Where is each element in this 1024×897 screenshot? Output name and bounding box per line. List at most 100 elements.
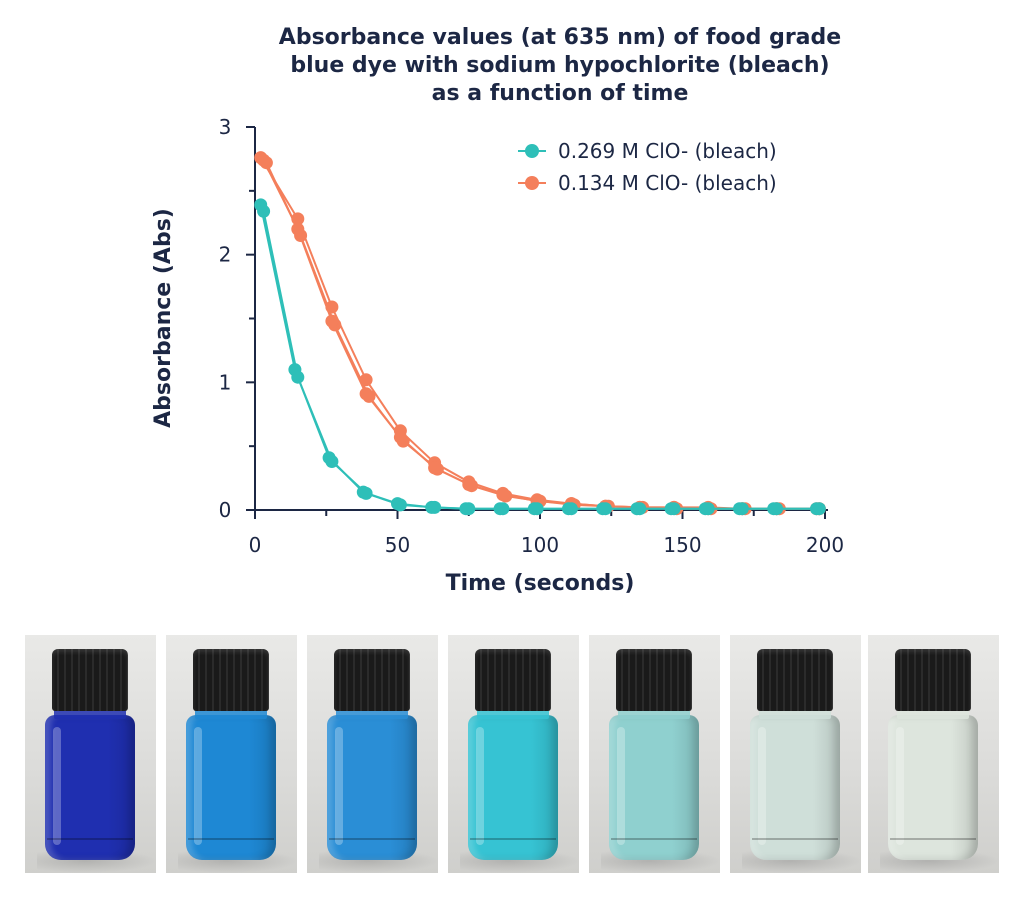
series-0-run-1-line: [262, 211, 820, 510]
series-0-point: [812, 502, 826, 516]
y-tick-label: 1: [219, 370, 232, 394]
vial-photo-7: [868, 635, 999, 873]
series-0-point: [291, 370, 305, 384]
series-1-point: [393, 430, 407, 444]
series-0-point: [770, 502, 784, 516]
vial-cap: [52, 649, 128, 711]
vial-photo-strip: [25, 635, 1000, 873]
vial-neck: [759, 709, 831, 719]
y-tick-label: 2: [219, 243, 232, 267]
chart-title: Absorbance values (at 635 nm) of food gr…: [279, 25, 841, 106]
vial-neck: [195, 709, 267, 719]
x-tick-label: 50: [385, 533, 410, 557]
vial-bottom-line: [611, 838, 697, 840]
chart-title-line-2: blue dye with sodium hypochlorite (bleac…: [290, 53, 829, 78]
vial-cap: [616, 649, 692, 711]
series-1: [254, 151, 826, 516]
y-tick-label: 3: [219, 115, 232, 139]
series-0-point: [667, 502, 681, 516]
series-1-point: [359, 373, 373, 387]
vial-liquid: [750, 715, 840, 860]
series-1-run-1-line: [265, 162, 820, 510]
series-1-point: [359, 387, 373, 401]
vial-cap: [475, 649, 551, 711]
vial-liquid: [888, 715, 978, 860]
vial-neck: [618, 709, 690, 719]
vial-highlight: [335, 727, 343, 845]
series-1-point: [257, 153, 271, 167]
vial-cap: [895, 649, 971, 711]
y-tick-label: 0: [219, 498, 232, 522]
legend-label-1: 0.134 M ClO- (bleach): [558, 171, 777, 195]
series-0-point: [496, 502, 510, 516]
vial-photo-2: [166, 635, 297, 873]
vial-neck: [336, 709, 408, 719]
series-0-point: [325, 455, 339, 468]
series-1-point: [462, 478, 476, 491]
vial-neck: [897, 709, 969, 719]
series-0-point: [599, 502, 612, 516]
series-layer: [254, 151, 826, 516]
series-1-point: [291, 212, 305, 226]
vial-photo-5: [589, 635, 720, 873]
vial-liquid: [327, 715, 417, 860]
series-1-run-0-line: [259, 157, 817, 510]
series-0-point: [359, 486, 373, 500]
legend-marker-teal: [525, 144, 539, 158]
series-0-point: [701, 502, 715, 516]
series-1-run-2-line: [262, 159, 820, 510]
series-0-point: [428, 500, 442, 514]
series-0-point: [735, 502, 749, 516]
series-0: [254, 198, 826, 516]
vial-cap: [193, 649, 269, 711]
legend-label-0: 0.269 M ClO- (bleach): [558, 139, 777, 163]
series-0-point: [530, 502, 544, 516]
vial-highlight: [617, 727, 625, 845]
vial-neck: [477, 709, 549, 719]
series-1-point: [496, 488, 510, 502]
series-1-point: [325, 314, 339, 328]
x-axis-title: Time (seconds): [446, 571, 635, 596]
series-1-point: [428, 461, 442, 475]
series-0-run-0-line: [259, 204, 817, 510]
series-1-point: [325, 300, 339, 314]
vial-bottom-line: [329, 838, 415, 840]
x-tick-label: 100: [521, 533, 559, 557]
vial-bottom-line: [47, 838, 133, 840]
vial-photo-3: [307, 635, 438, 873]
vial-photo-1: [25, 635, 156, 873]
series-0-point: [564, 502, 578, 516]
vial-highlight: [758, 727, 766, 845]
vial-liquid: [45, 715, 135, 860]
x-tick-label: 200: [806, 533, 844, 557]
legend: 0.269 M ClO- (bleach) 0.134 M ClO- (blea…: [518, 139, 777, 195]
vial-liquid: [186, 715, 276, 860]
absorbance-chart: Absorbance values (at 635 nm) of food gr…: [151, 25, 844, 596]
vial-highlight: [194, 727, 202, 845]
vial-cap: [334, 649, 410, 711]
series-0-point: [257, 204, 271, 218]
vial-bottom-line: [188, 838, 274, 840]
x-tick-label: 0: [249, 533, 262, 557]
vial-neck: [54, 709, 126, 719]
series-1-point: [291, 222, 305, 236]
series-0-point: [462, 502, 476, 516]
vial-photo-6: [730, 635, 861, 873]
vial-highlight: [896, 727, 904, 845]
series-0-point: [633, 502, 647, 516]
vial-bottom-line: [752, 838, 838, 840]
chart-title-line-1: Absorbance values (at 635 nm) of food gr…: [279, 25, 841, 50]
vial-cap: [757, 649, 833, 711]
vial-bottom-line: [890, 838, 976, 840]
vial-liquid: [468, 715, 558, 860]
vial-highlight: [53, 727, 61, 845]
vial-bottom-line: [470, 838, 556, 840]
series-0-point: [393, 498, 407, 512]
vial-highlight: [476, 727, 484, 845]
legend-marker-orange: [525, 176, 539, 190]
x-tick-label: 150: [663, 533, 701, 557]
vial-photo-4: [448, 635, 579, 873]
chart-title-line-3: as a function of time: [432, 81, 689, 106]
vial-liquid: [609, 715, 699, 860]
axes: 0 50 100 150 200 0 1 2 3: [219, 115, 844, 557]
